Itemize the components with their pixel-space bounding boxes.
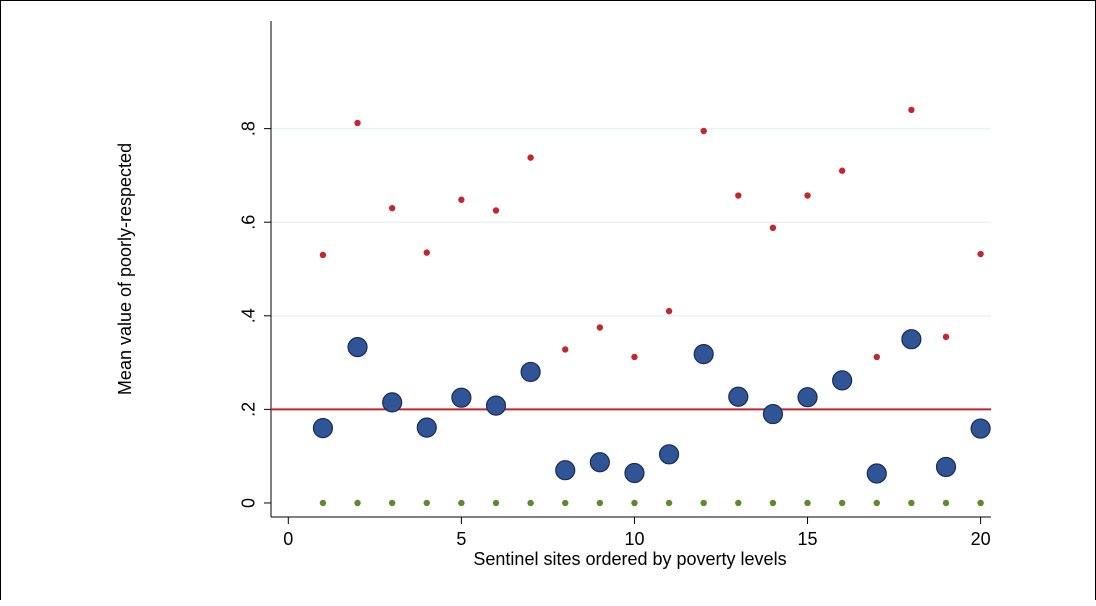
point-s2-19: [977, 499, 984, 507]
point-s1-2: [388, 204, 396, 212]
gridlines: [271, 127, 991, 411]
point-s0-3: [416, 417, 437, 438]
point-s2-18: [942, 499, 950, 507]
point-s1-8: [596, 324, 604, 331]
point-s0-15: [832, 370, 853, 391]
point-s2-5: [492, 499, 500, 507]
y-tick-label-2: .4: [238, 308, 258, 323]
data-points: [312, 106, 991, 507]
point-s1-19: [977, 250, 984, 258]
y-tick-label-1: .2: [238, 402, 258, 417]
point-s2-4: [458, 499, 465, 507]
point-s0-16: [866, 463, 887, 484]
point-s0-14: [797, 387, 818, 408]
point-s1-16: [873, 353, 880, 361]
x-tick-label-3: 15: [798, 529, 818, 549]
point-s1-6: [527, 154, 534, 161]
point-s2-17: [908, 499, 915, 507]
point-s1-14: [804, 192, 811, 199]
point-s0-8: [589, 452, 610, 473]
point-s1-7: [562, 346, 569, 353]
axes: [270, 21, 991, 518]
point-s0-6: [520, 361, 541, 383]
point-s0-0: [312, 417, 334, 439]
point-s2-14: [804, 499, 811, 507]
point-s2-13: [769, 499, 777, 507]
point-s0-5: [485, 395, 507, 416]
point-s2-11: [700, 499, 707, 507]
point-s2-2: [388, 499, 396, 507]
point-s2-15: [838, 499, 846, 507]
point-s1-10: [665, 307, 673, 315]
point-s2-7: [562, 499, 569, 507]
point-s0-9: [624, 462, 645, 484]
point-s0-17: [901, 329, 922, 350]
point-s2-6: [527, 499, 534, 507]
point-s2-9: [631, 499, 638, 507]
point-s1-12: [735, 192, 742, 199]
point-s0-2: [382, 392, 403, 413]
point-s1-17: [908, 106, 915, 114]
x-tick-label-1: 5: [456, 529, 466, 549]
point-s0-18: [935, 456, 957, 478]
point-s2-12: [735, 499, 742, 507]
point-s0-19: [970, 418, 991, 439]
y-tick-label-0: 0: [238, 498, 258, 508]
x-tick-label-0: 0: [283, 529, 293, 549]
point-s1-1: [354, 119, 361, 127]
point-s1-9: [631, 353, 638, 361]
ticks: 0 .2 .4 .6 .8 0 5 10 15 20: [238, 121, 990, 549]
y-tick-label-4: .8: [238, 121, 258, 136]
point-s0-7: [555, 460, 576, 481]
point-s1-3: [423, 249, 430, 256]
point-s0-4: [451, 387, 472, 408]
point-s0-11: [693, 344, 714, 365]
y-axis-label: Mean value of poorly-respected: [115, 143, 135, 395]
x-tick-label-4: 20: [971, 529, 991, 549]
point-s0-10: [658, 444, 680, 465]
point-s2-16: [873, 499, 880, 507]
point-s2-3: [423, 499, 430, 507]
point-s1-13: [769, 224, 777, 232]
point-s1-15: [838, 167, 846, 174]
point-s1-18: [942, 333, 950, 341]
x-axis-label: Sentinel sites ordered by poverty levels: [473, 549, 786, 569]
point-s1-4: [458, 196, 465, 203]
point-s0-1: [347, 337, 368, 358]
point-s1-0: [319, 251, 327, 259]
point-s2-1: [354, 499, 361, 507]
point-s0-12: [728, 386, 749, 407]
point-s1-5: [492, 207, 500, 214]
point-s2-10: [665, 499, 673, 507]
x-tick-label-2: 10: [624, 529, 644, 549]
point-s1-11: [700, 127, 707, 135]
point-s2-0: [319, 499, 327, 507]
point-s2-8: [596, 499, 604, 507]
y-tick-label-3: .6: [238, 215, 258, 230]
point-s0-13: [762, 403, 784, 425]
